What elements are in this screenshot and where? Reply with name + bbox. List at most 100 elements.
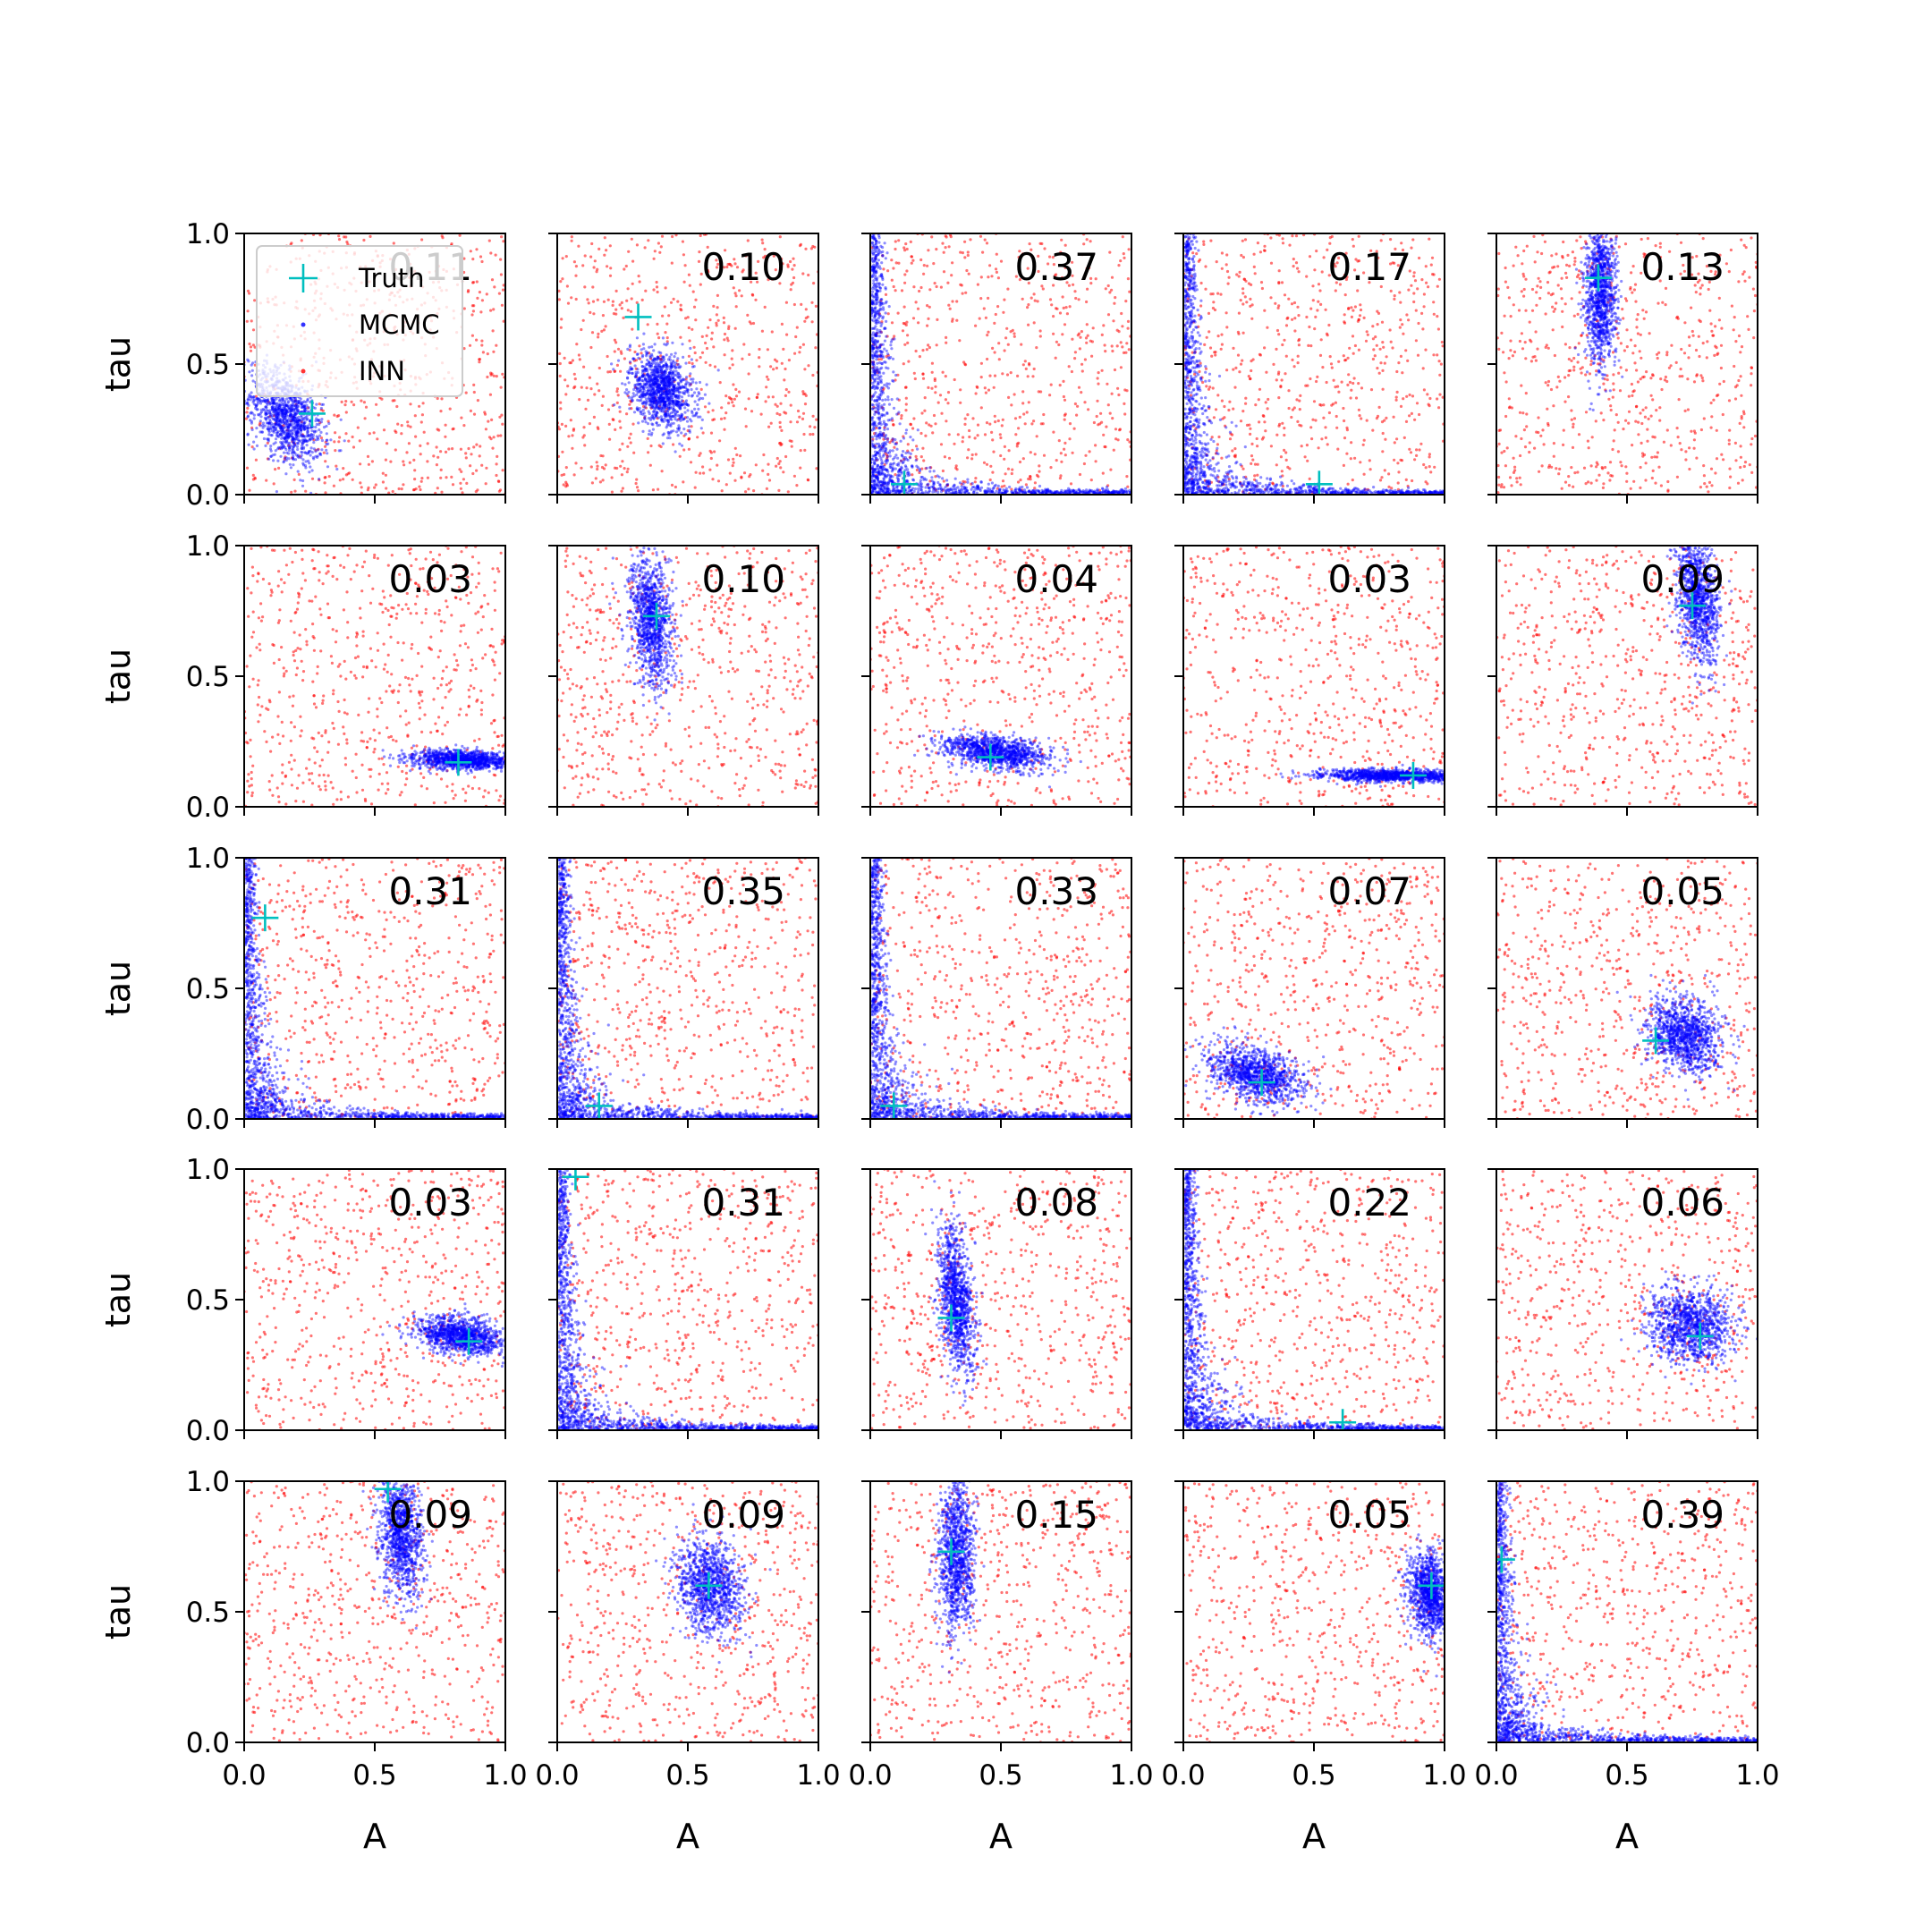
inn-point bbox=[1014, 275, 1018, 278]
inn-point bbox=[910, 255, 914, 258]
mcmc-point bbox=[645, 362, 648, 366]
mcmc-point bbox=[291, 432, 294, 436]
inn-point bbox=[563, 472, 566, 477]
inn-point bbox=[945, 341, 948, 344]
mcmc-point bbox=[673, 386, 676, 390]
inn-point bbox=[790, 439, 793, 443]
mcmc-point bbox=[292, 411, 296, 414]
inn-point bbox=[900, 417, 903, 420]
inn-point bbox=[246, 289, 250, 292]
mcmc-point bbox=[630, 371, 634, 375]
inn-point bbox=[772, 368, 775, 371]
inn-point bbox=[726, 458, 731, 462]
mcmc-point bbox=[653, 399, 657, 402]
inn-point bbox=[655, 280, 658, 284]
mcmc-point bbox=[300, 402, 303, 406]
inn-point bbox=[683, 416, 687, 419]
inn-point bbox=[638, 357, 642, 360]
mcmc-point bbox=[658, 386, 663, 389]
inn-point bbox=[1108, 250, 1112, 254]
mcmc-point bbox=[677, 396, 681, 400]
mcmc-point bbox=[1114, 489, 1119, 494]
mcmc-point bbox=[662, 386, 665, 390]
mcmc-point bbox=[287, 457, 291, 461]
mcmc-point bbox=[1104, 489, 1107, 493]
mcmc-point bbox=[616, 359, 621, 362]
inn-point bbox=[1096, 377, 1099, 380]
inn-point bbox=[1028, 242, 1031, 246]
inn-point bbox=[700, 335, 704, 338]
mcmc-point bbox=[660, 406, 664, 410]
mcmc-point bbox=[285, 397, 289, 401]
inn-point bbox=[894, 261, 898, 265]
inn-point bbox=[886, 335, 889, 338]
mcmc-point bbox=[255, 403, 258, 407]
mcmc-point bbox=[881, 465, 885, 470]
mcmc-point bbox=[656, 367, 659, 370]
mcmc-point bbox=[654, 365, 657, 369]
mcmc-point bbox=[643, 367, 647, 370]
mcmc-point bbox=[295, 411, 299, 416]
mcmc-point bbox=[260, 430, 265, 434]
mcmc-point bbox=[881, 250, 885, 254]
mcmc-point bbox=[882, 446, 886, 450]
mcmc-point bbox=[876, 355, 879, 359]
inn-point bbox=[333, 440, 336, 444]
inn-point bbox=[601, 394, 606, 398]
mcmc-point bbox=[282, 426, 285, 430]
mcmc-point bbox=[889, 466, 893, 470]
inn-point bbox=[971, 417, 975, 420]
mcmc-point bbox=[296, 428, 301, 431]
mcmc-point bbox=[304, 438, 308, 443]
mcmc-point bbox=[279, 440, 283, 444]
inn-point bbox=[1026, 267, 1030, 270]
mcmc-point bbox=[313, 406, 317, 410]
mcmc-point bbox=[881, 254, 885, 258]
mcmc-point bbox=[657, 368, 660, 371]
mcmc-point bbox=[641, 395, 645, 399]
inn-point bbox=[583, 254, 587, 258]
inn-point bbox=[672, 443, 675, 446]
inn-point bbox=[637, 489, 640, 493]
mcmc-point bbox=[292, 427, 296, 430]
mcmc-point bbox=[657, 383, 661, 386]
mcmc-point bbox=[643, 383, 648, 386]
inn-point bbox=[1026, 375, 1030, 378]
mcmc-point bbox=[273, 425, 276, 428]
mcmc-point bbox=[884, 450, 887, 453]
mcmc-point bbox=[293, 433, 297, 436]
mcmc-point bbox=[264, 413, 267, 417]
inn-point bbox=[794, 335, 798, 339]
mcmc-point bbox=[870, 302, 874, 306]
inn-point bbox=[1032, 292, 1036, 296]
mcmc-point bbox=[870, 381, 874, 385]
inn-point bbox=[490, 418, 494, 421]
inn-point bbox=[665, 322, 669, 326]
mcmc-point bbox=[1022, 490, 1027, 494]
inn-point bbox=[755, 395, 759, 399]
mcmc-point bbox=[1031, 489, 1035, 493]
mcmc-point bbox=[871, 407, 875, 411]
mcmc-point bbox=[654, 374, 657, 377]
inn-point bbox=[919, 285, 923, 290]
mcmc-point bbox=[658, 407, 662, 411]
inn-point bbox=[436, 396, 439, 401]
mcmc-point bbox=[282, 412, 285, 416]
mcmc-point bbox=[654, 357, 658, 360]
mcmc-point bbox=[274, 407, 278, 411]
mcmc-point bbox=[874, 459, 877, 462]
inn-point bbox=[471, 258, 475, 261]
mcmc-point bbox=[986, 489, 989, 493]
mcmc-point bbox=[650, 400, 654, 404]
mcmc-point bbox=[1085, 490, 1089, 494]
inn-point bbox=[385, 487, 388, 490]
mcmc-point bbox=[911, 478, 915, 481]
mcmc-point bbox=[890, 479, 894, 483]
mcmc-point bbox=[682, 386, 686, 389]
mcmc-point bbox=[931, 490, 935, 494]
inn-point bbox=[765, 487, 769, 491]
inn-point bbox=[910, 261, 913, 265]
mcmc-point bbox=[1069, 490, 1072, 495]
mcmc-point bbox=[262, 409, 267, 412]
inn-point bbox=[688, 284, 691, 287]
